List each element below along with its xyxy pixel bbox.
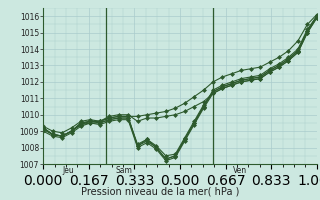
Text: Pression niveau de la mer( hPa ): Pression niveau de la mer( hPa ) bbox=[81, 186, 239, 196]
Text: Jeu: Jeu bbox=[62, 166, 74, 175]
Text: Ven: Ven bbox=[233, 166, 247, 175]
Text: Sam: Sam bbox=[116, 166, 132, 175]
